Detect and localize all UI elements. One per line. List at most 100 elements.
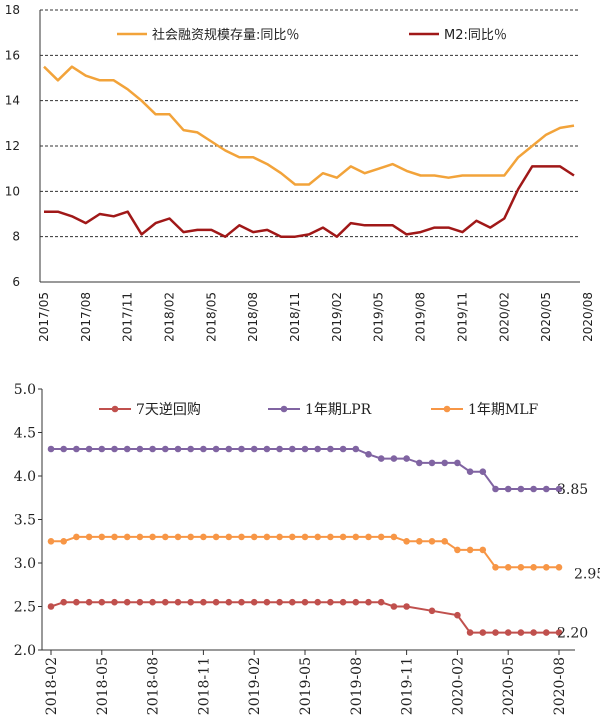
data-point: [454, 611, 461, 619]
data-point: [123, 445, 131, 453]
data-point: [250, 445, 258, 453]
data-point: [492, 485, 499, 493]
y-tick-label: 16: [5, 48, 20, 62]
data-point: [555, 564, 563, 571]
data-point: [377, 598, 385, 606]
legend-label: 1年期MLF: [468, 402, 539, 418]
data-point: [73, 533, 80, 541]
data-point: [73, 598, 80, 606]
end-value-label: 2.95: [574, 566, 600, 582]
data-point: [85, 445, 93, 453]
data-point: [162, 598, 169, 606]
chart-social-financing-m2: 6 8 10 12 14 16 18 2017/05 2017/08 2017/11 2018/02…: [5, 3, 595, 342]
data-point: [174, 533, 182, 541]
data-point: [47, 538, 55, 545]
data-point: [289, 445, 296, 453]
x-tick-label: 2018-02: [44, 657, 60, 715]
data-point: [454, 546, 461, 554]
data-point: [289, 533, 296, 541]
data-point: [47, 445, 55, 453]
data-point: [98, 533, 106, 541]
data-point: [466, 468, 474, 475]
data-point: [174, 445, 182, 453]
data-point: [555, 629, 563, 636]
data-point: [314, 445, 322, 453]
legend-label: M2:同比％: [444, 28, 507, 43]
x-tick-label: 2018-11: [196, 657, 212, 715]
data-point: [377, 533, 385, 541]
chart-policy-rates: 2.0 2.5 3.0 3.5 4.0 4.5 5.0 2018-02 2018-05 2018-…: [14, 382, 600, 715]
data-point: [47, 603, 55, 610]
y-tick-label: 3.0: [14, 556, 36, 572]
data-point: [339, 533, 347, 541]
x-tick-label: 2019/11: [455, 292, 469, 342]
data-point: [441, 538, 449, 545]
y-tick-label: 12: [5, 139, 20, 153]
data-point: [250, 533, 258, 541]
data-point: [327, 445, 334, 453]
data-point: [149, 598, 156, 606]
data-point: [98, 445, 106, 453]
y-tick-label: 8: [12, 230, 20, 244]
data-point: [454, 459, 461, 467]
data-point: [416, 459, 423, 467]
x-tick-label: 2017/11: [121, 292, 135, 342]
data-point: [225, 445, 233, 453]
data-point: [352, 533, 360, 541]
data-point: [492, 629, 499, 636]
y-tick-label: 3.5: [14, 513, 36, 529]
data-point: [339, 598, 347, 606]
data-point: [479, 468, 487, 475]
data-point: [517, 564, 525, 571]
data-point: [327, 598, 334, 606]
data-point: [174, 598, 182, 606]
data-point: [136, 598, 144, 606]
data-point: [428, 459, 436, 467]
y-tick-label: 5.0: [14, 382, 36, 398]
data-point: [263, 598, 271, 606]
data-point: [149, 533, 156, 541]
data-point: [390, 533, 398, 541]
data-point: [428, 538, 436, 545]
legend-marker: [111, 405, 119, 413]
data-point: [504, 629, 512, 636]
data-point: [352, 445, 360, 453]
x-tick-label: 2019/02: [330, 292, 344, 342]
data-point: [517, 485, 525, 493]
y-tick-label: 6: [12, 275, 20, 289]
data-point: [377, 455, 385, 462]
data-point: [327, 533, 334, 541]
data-point: [428, 607, 436, 615]
data-point: [187, 445, 194, 453]
data-point: [301, 533, 309, 541]
legend-marker: [280, 405, 288, 413]
data-point: [111, 445, 118, 453]
data-point: [276, 533, 283, 541]
data-point: [60, 538, 67, 545]
data-point: [543, 564, 550, 571]
data-point: [365, 533, 372, 541]
data-point: [466, 629, 474, 636]
data-point: [98, 598, 106, 606]
x-tick-label: 2019-02: [247, 657, 263, 715]
data-point: [200, 533, 207, 541]
data-point: [225, 598, 233, 606]
x-tick-label: 2020/02: [497, 292, 511, 342]
x-tick-label: 2019-08: [349, 657, 365, 715]
data-point: [390, 603, 398, 610]
data-point: [250, 598, 258, 606]
data-point: [111, 533, 118, 541]
data-point: [543, 629, 550, 636]
data-point: [276, 445, 283, 453]
data-point: [479, 629, 487, 636]
legend-label: 社会融资规模存量:同比％: [152, 27, 299, 43]
data-point: [263, 533, 271, 541]
data-point: [441, 459, 449, 467]
legend-marker: [443, 405, 451, 413]
x-tick-label: 2018/05: [204, 292, 218, 342]
data-point: [301, 445, 309, 453]
data-point: [365, 451, 372, 458]
series-line-0: [50, 601, 559, 634]
y-tick-label: 2.0: [14, 643, 36, 659]
data-point: [466, 546, 474, 554]
